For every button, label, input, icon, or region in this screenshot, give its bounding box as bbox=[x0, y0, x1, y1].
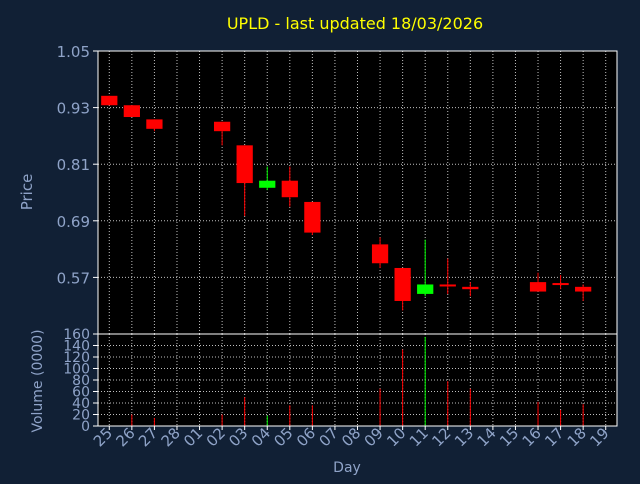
candle-body bbox=[529, 282, 547, 292]
volume-tick-label: 140 bbox=[63, 339, 90, 355]
volume-tick-label: 40 bbox=[72, 396, 90, 412]
price-tick-label: 0.93 bbox=[57, 100, 90, 118]
candle-body bbox=[281, 180, 298, 198]
candle-body bbox=[552, 283, 569, 286]
volume-tick-label: 120 bbox=[63, 350, 90, 366]
price-axis-label: Price bbox=[18, 174, 36, 211]
candle-body bbox=[123, 105, 140, 118]
price-tick-label: 1.05 bbox=[57, 43, 90, 61]
candle-body bbox=[439, 284, 456, 287]
candle-body bbox=[575, 286, 592, 292]
volume-tick-label: 160 bbox=[63, 327, 90, 343]
candle-body bbox=[259, 180, 276, 188]
day-tick-label: 19 bbox=[586, 424, 612, 450]
price-panel: 0.57 0.69 0.81 0.93 1.05 bbox=[57, 43, 618, 335]
candle-body bbox=[394, 267, 411, 301]
volume-tick-label: 0 bbox=[81, 419, 90, 435]
price-tick-label: 0.81 bbox=[57, 156, 90, 174]
volume-tick-label: 20 bbox=[72, 408, 90, 424]
day-axis: 2526272801020304050607080910111213141516… bbox=[90, 424, 613, 450]
candle-body bbox=[371, 244, 389, 264]
volume-axis-label: Volume (0000) bbox=[30, 329, 46, 432]
candle-body bbox=[417, 284, 434, 294]
candle-body bbox=[146, 119, 163, 129]
day-axis-label: Day bbox=[333, 460, 361, 476]
candle-body bbox=[304, 201, 321, 233]
volume-tick-label: 80 bbox=[72, 373, 90, 389]
volume-tick-label: 100 bbox=[63, 362, 90, 378]
candle-body bbox=[101, 95, 118, 106]
price-tick-label: 0.57 bbox=[57, 269, 90, 287]
candle-body bbox=[213, 121, 231, 132]
volume-tick-label: 60 bbox=[72, 385, 90, 401]
price-tick-label: 0.69 bbox=[57, 213, 90, 231]
chart-title: UPLD - last updated 18/03/2026 bbox=[227, 14, 483, 33]
candle-body bbox=[462, 286, 479, 290]
candle-body bbox=[236, 145, 253, 184]
